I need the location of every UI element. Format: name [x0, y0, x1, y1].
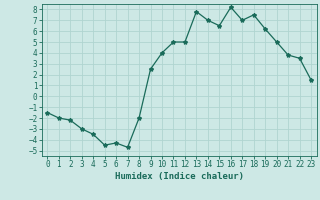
- X-axis label: Humidex (Indice chaleur): Humidex (Indice chaleur): [115, 172, 244, 181]
